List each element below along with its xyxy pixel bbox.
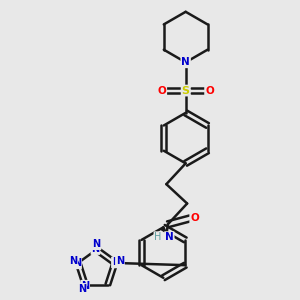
Text: N: N <box>81 281 89 291</box>
Text: N: N <box>92 244 100 254</box>
Text: N: N <box>181 57 190 67</box>
Text: N: N <box>73 258 81 268</box>
Text: S: S <box>182 85 190 96</box>
Text: N: N <box>116 256 124 266</box>
Text: N: N <box>92 239 101 249</box>
Text: N: N <box>78 284 86 294</box>
Text: N: N <box>69 256 77 266</box>
Text: O: O <box>158 85 166 96</box>
Text: H: H <box>154 232 162 242</box>
Text: O: O <box>205 85 214 96</box>
Text: N: N <box>112 257 120 268</box>
Text: N: N <box>165 232 174 242</box>
Text: O: O <box>190 213 199 224</box>
